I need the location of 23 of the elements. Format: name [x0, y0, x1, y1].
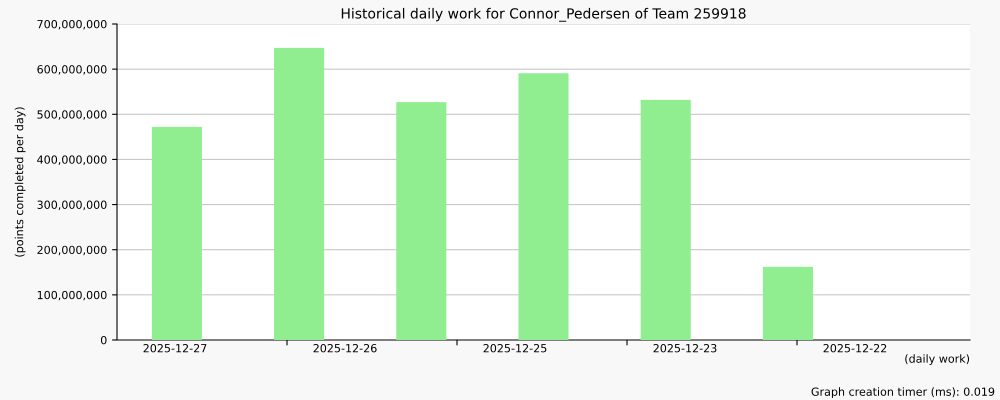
text: (daily work)	[905, 354, 970, 365]
y-tick-label: 400,000,000	[37, 155, 107, 165]
bar	[152, 126, 202, 340]
text: Graph creation timer (ms): 0.019	[812, 387, 994, 398]
chart-title: Historical daily work for Connor_Pedersen of Team 259918	[342, 8, 746, 22]
text: 2025-12-23	[654, 344, 716, 352]
bar	[396, 102, 446, 340]
text: 2025-12-27	[144, 344, 206, 352]
bar	[274, 48, 324, 340]
y-tick-label: 600,000,000	[37, 65, 107, 75]
y-axis-title: (points completed per day)	[14, 107, 26, 257]
text: 2025-12-25	[484, 344, 546, 352]
y-tick-label: 700,000,000	[38, 20, 107, 30]
y-tick-label: 300,000,000	[37, 200, 107, 210]
y-tick-label: 500,000,000	[37, 110, 107, 120]
text: 2025-12-22	[824, 344, 886, 352]
text: 2025-12-26	[314, 344, 377, 352]
y-tick-label: 200,000,000	[37, 246, 107, 256]
bar	[762, 266, 813, 340]
y-tick-label: 0	[100, 336, 107, 344]
bar	[518, 73, 569, 340]
bar	[640, 100, 691, 340]
y-tick-label: 100,000,000	[38, 290, 107, 300]
